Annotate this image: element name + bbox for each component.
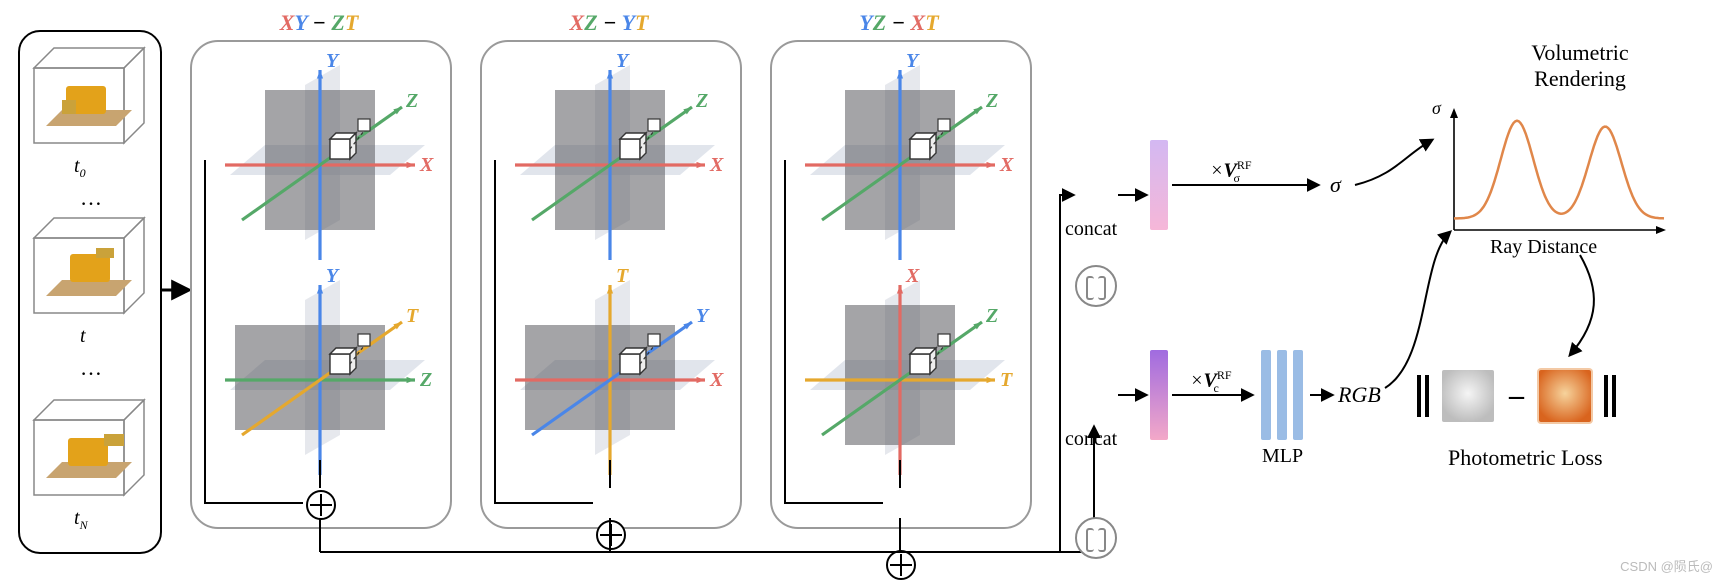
wire-svg	[0, 0, 1725, 581]
vr-ylabel: σ	[1432, 98, 1441, 119]
mlp-label: MLP	[1262, 445, 1303, 468]
sigma-symbol: σ	[1330, 172, 1341, 198]
vr-xlabel: Ray Distance	[1490, 236, 1597, 259]
swatch-pred	[1442, 370, 1494, 422]
loss-label: Photometric Loss	[1448, 445, 1603, 471]
concat-top-label: concat	[1065, 218, 1117, 241]
swatch-gt	[1539, 370, 1591, 422]
v-c-label: ×VRFc	[1190, 368, 1219, 396]
gradbar-sigma	[1150, 140, 1168, 230]
rgb-symbol: RGB	[1338, 382, 1381, 408]
concat-bot-label: concat	[1065, 428, 1117, 451]
mlp-bars	[1258, 350, 1306, 446]
watermark: CSDN @陨氏@	[1620, 556, 1713, 575]
concat-bot-icon	[1075, 517, 1117, 559]
gradbar-c	[1150, 350, 1168, 440]
vr-title: VolumetricRendering	[1470, 40, 1690, 92]
loss-expr: –	[1415, 370, 1618, 422]
v-sigma-label: ×VRFσ	[1210, 158, 1240, 186]
concat-top-icon	[1075, 265, 1117, 307]
